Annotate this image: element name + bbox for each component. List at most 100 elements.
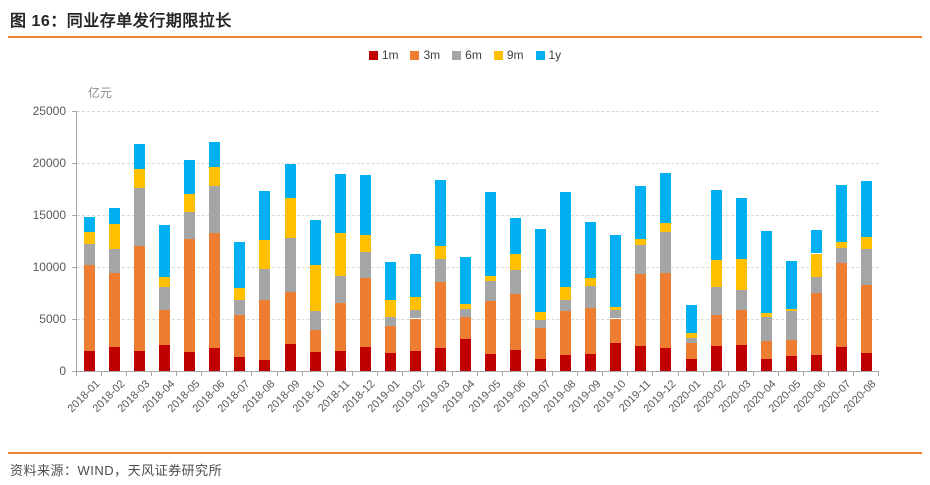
x-tick-mark [477,372,478,376]
bar-segment-9m-2020-01 [685,332,697,338]
legend-item-3m: 3m [410,48,440,62]
x-tick-mark [201,372,203,376]
bar-segment-9m-2018-02 [109,224,121,249]
gridline [77,215,879,216]
x-tick-mark [126,372,128,376]
bar-segment-3m-2018-02 [109,273,121,348]
bar-segment-3m-2019-06 [510,293,522,351]
bar-segment-6m-2018-03 [134,187,146,246]
bar-segment-3m-2018-04 [159,309,171,345]
bar-segment-9m-2020-03 [735,258,747,291]
bar-segment-1y-2018-10 [309,220,321,266]
bar-segment-9m-2019-09 [585,277,597,286]
x-tick-mark [426,372,428,376]
bar-segment-1m-2018-04 [159,345,171,371]
bar-segment-3m-2020-01 [685,342,697,359]
bar-segment-1y-2018-07 [234,242,246,288]
bar-segment-6m-2019-03 [434,259,446,282]
bar-segment-9m-2020-05 [785,309,797,312]
bar-segment-1m-2020-08 [860,352,872,371]
x-tick-mark [827,372,829,376]
bar-segment-9m-2018-05 [184,194,196,213]
bar-segment-1y-2018-11 [334,173,346,234]
bar-segment-1m-2020-06 [810,355,822,371]
bar-segment-3m-2018-07 [234,314,246,358]
legend-label-1y: 1y [548,48,562,62]
bar-segment-3m-2020-02 [710,314,722,347]
bar-segment-1y-2019-01 [384,262,396,300]
bar-segment-1m-2019-08 [560,354,572,371]
bar-segment-9m-2020-02 [710,260,722,287]
bar-segment-6m-2020-02 [710,286,722,315]
bar-segment-1m-2019-02 [409,351,421,371]
legend-item-1m: 1m [368,48,398,62]
bar-segment-1m-2018-10 [309,351,321,371]
bar-segment-9m-2018-09 [284,197,296,239]
bar-segment-6m-2019-02 [409,310,421,319]
x-tick-mark [802,372,804,376]
x-tick-mark [777,372,779,376]
bar-segment-9m-2019-10 [610,306,622,311]
bar-segment-9m-2020-08 [860,237,872,249]
bar-segment-3m-2019-10 [610,318,622,344]
y-tick-mark [72,371,76,372]
bar-segment-6m-2019-12 [660,232,672,273]
bar-segment-1m-2018-03 [134,351,146,371]
x-tick-mark [326,372,328,376]
bar-segment-6m-2019-09 [585,285,597,309]
bar-segment-9m-2019-07 [535,312,547,320]
bar-segment-1y-2020-04 [760,230,772,314]
bar-segment-6m-2018-06 [209,185,221,233]
y-tick-label: 25000 [32,104,66,118]
x-tick-mark [401,372,403,376]
bar-segment-6m-2020-03 [735,290,747,311]
bar-segment-9m-2018-04 [159,276,171,288]
x-tick-mark [176,372,178,376]
bar-segment-9m-2018-03 [134,169,146,188]
bar-segment-1m-2018-01 [84,350,96,371]
bar-segment-1y-2019-06 [510,218,522,254]
x-tick-mark [577,372,579,376]
bar-segment-9m-2019-08 [560,286,572,301]
legend-swatch-1y [535,50,545,60]
bar-segment-1m-2018-09 [284,344,296,371]
bar-segment-9m-2020-07 [835,241,847,249]
bar-segment-6m-2020-04 [760,316,772,341]
bar-segment-1m-2019-10 [610,343,622,371]
x-tick-mark [727,372,729,376]
bar-segment-1m-2019-06 [510,350,522,371]
bar-segment-6m-2019-08 [560,300,572,312]
legend-swatch-9m [493,50,503,60]
bar-segment-3m-2019-01 [384,325,396,353]
bar-segment-3m-2019-05 [485,300,497,354]
bar-segment-1y-2018-01 [84,216,96,233]
bar-segment-1y-2020-05 [785,261,797,310]
bar-segment-6m-2019-05 [485,281,497,301]
gridline [77,163,879,164]
legend-item-6m: 6m [452,48,482,62]
y-tick-label: 15000 [32,208,66,222]
bar-segment-6m-2020-08 [860,248,872,286]
bar-segment-1y-2018-12 [359,174,371,236]
bar-segment-1y-2018-02 [109,208,121,225]
bar-segment-6m-2018-09 [284,238,296,292]
bar-segment-1y-2020-01 [685,304,697,333]
bar-segment-3m-2018-05 [184,239,196,352]
x-tick-mark [351,372,353,376]
bar-segment-3m-2019-11 [635,273,647,347]
legend-swatch-1m [368,50,378,60]
legend-item-9m: 9m [493,48,524,62]
y-tick-mark [72,267,76,268]
bar-segment-3m-2018-12 [359,278,371,348]
bar-segment-1m-2019-05 [485,353,497,371]
legend-swatch-6m [452,50,462,60]
plot-area [76,111,879,372]
bar-segment-3m-2019-07 [535,327,547,359]
bar-segment-1y-2019-07 [535,229,547,313]
bar-segment-6m-2018-04 [159,287,171,310]
y-tick-mark [72,111,76,112]
y-tick-mark [72,163,76,164]
bar-segment-1y-2019-03 [434,179,446,246]
bar-segment-9m-2018-12 [359,235,371,252]
x-tick-mark [527,372,529,376]
